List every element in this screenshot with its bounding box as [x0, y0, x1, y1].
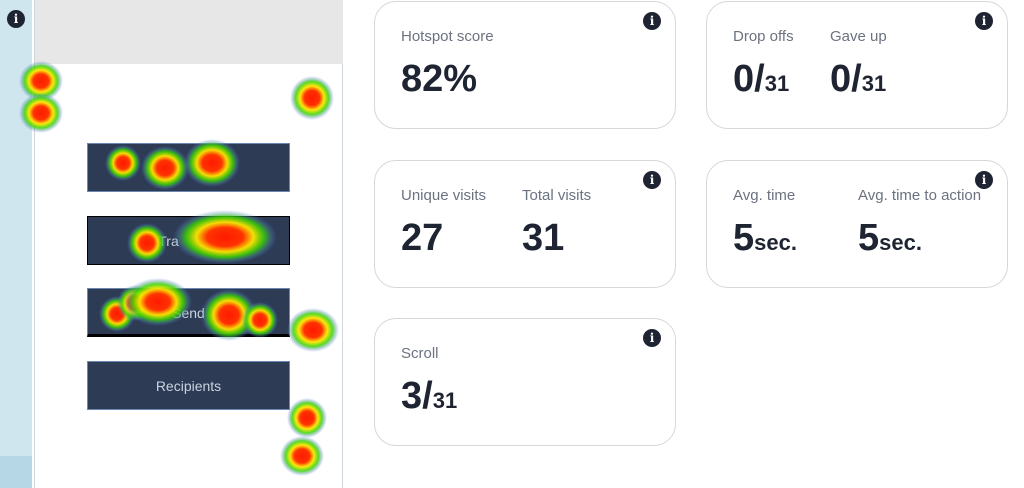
metric-value: 31	[522, 217, 565, 259]
metric-avg-time: Avg. time 5sec.	[733, 187, 797, 263]
metric-scroll: Scroll 3/31	[401, 345, 457, 421]
preview-button-label: Tra	[158, 233, 179, 249]
metric-label: Unique visits	[401, 187, 487, 204]
card-time: i Avg. time 5sec. Avg. time to action 5s…	[706, 160, 1008, 288]
info-icon[interactable]: i	[975, 171, 993, 189]
screen-preview: M Tra Send Recipients	[34, 0, 343, 488]
metric-value: 0/31	[733, 58, 790, 100]
metric-value: 0/31	[830, 58, 887, 100]
preview-button-1: M	[87, 143, 290, 192]
metric-avg-time-to-action: Avg. time to action 5sec.	[858, 187, 981, 263]
info-icon[interactable]: i	[643, 171, 661, 189]
info-icon[interactable]: i	[643, 329, 661, 347]
metric-unique-visits: Unique visits 27	[401, 187, 486, 263]
metric-gave-up: Gave up 0/31	[830, 28, 887, 104]
card-hotspot-score: i Hotspot score 82%	[374, 1, 676, 129]
info-icon[interactable]: i	[643, 12, 661, 30]
card-scroll: i Scroll 3/31	[374, 318, 676, 446]
preview-button-recipients: Recipients	[87, 361, 290, 410]
metric-value: 5sec.	[733, 217, 797, 259]
metric-value: 5sec.	[858, 217, 922, 259]
preview-header	[35, 0, 343, 64]
metric-label: Avg. time	[733, 187, 796, 204]
metric-value: 27	[401, 217, 444, 259]
info-icon[interactable]: i	[7, 10, 25, 28]
metric-value: 3/31	[401, 375, 458, 417]
metric-total-visits: Total visits 31	[522, 187, 591, 263]
card-drop-offs: i Drop offs 0/31 Gave up 0/31	[706, 1, 1008, 129]
preview-button-3: Send	[87, 288, 290, 337]
metric-hotspot-score: Hotspot score 82%	[401, 28, 494, 104]
metric-label: Hotspot score	[401, 28, 494, 45]
card-visits: i Unique visits 27 Total visits 31	[374, 160, 676, 288]
metric-label: Total visits	[522, 187, 592, 204]
preview-button-2: Tra	[87, 216, 290, 265]
metric-drop-offs: Drop offs 0/31	[733, 28, 794, 104]
preview-button-label: M	[202, 160, 215, 176]
metric-label: Avg. time to action	[858, 187, 982, 204]
metric-value: 82%	[401, 58, 478, 100]
left-strip-bottom	[0, 456, 32, 488]
metric-label: Gave up	[830, 28, 887, 45]
metric-label: Drop offs	[733, 28, 794, 45]
preview-button-label: Recipients	[155, 378, 222, 394]
left-strip	[0, 0, 32, 488]
info-icon[interactable]: i	[975, 12, 993, 30]
preview-button-label: Send	[172, 305, 205, 321]
metric-label: Scroll	[401, 345, 439, 362]
